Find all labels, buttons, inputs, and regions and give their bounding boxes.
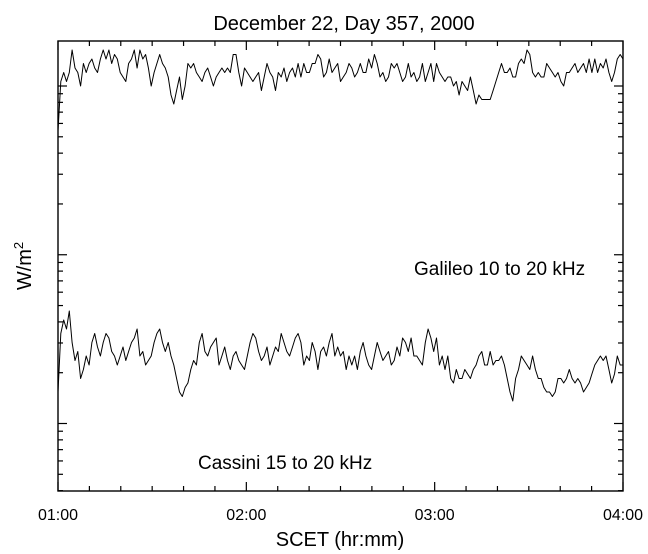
y-axis-label-superscript: 2 xyxy=(11,242,26,249)
x-tick-label: 01:00 xyxy=(38,507,78,524)
galileo-series-line xyxy=(57,45,624,132)
galileo-series-label: Galileo 10 to 20 kHz xyxy=(414,259,585,280)
x-axis-ticks: 01:00 02:00 03:00 04:00 xyxy=(38,41,643,524)
y-axis-ticks xyxy=(58,85,623,492)
x-tick-label: 02:00 xyxy=(226,507,266,524)
cassini-series-label: Cassini 15 to 20 kHz xyxy=(198,453,372,474)
y-axis-label: W/m2 xyxy=(11,242,36,290)
x-tick-label: 03:00 xyxy=(415,507,455,524)
y-axis-label-base: W/m xyxy=(14,249,36,290)
x-tick-label: 04:00 xyxy=(603,507,643,524)
series-lines xyxy=(57,45,624,402)
chart-title: December 22, Day 357, 2000 xyxy=(213,13,474,35)
x-axis-label: SCET (hr:mm) xyxy=(276,529,405,551)
cassini-series-line xyxy=(57,310,624,402)
svg-text:W/m2: W/m2 xyxy=(11,242,36,290)
